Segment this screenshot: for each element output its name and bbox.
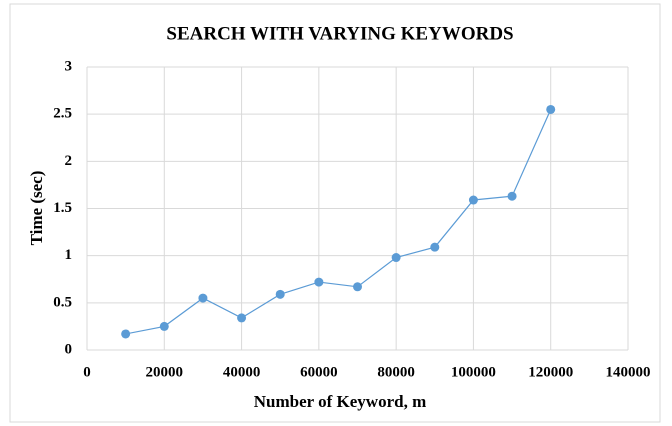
- y-tick-label: 1.5: [53, 200, 72, 216]
- point: [275, 289, 285, 299]
- x-tick-label: 60000: [300, 364, 338, 380]
- point: [198, 293, 208, 303]
- x-tick-label: 40000: [223, 364, 261, 380]
- x-tick-label: 80000: [377, 364, 415, 380]
- point: [121, 329, 131, 339]
- point: [430, 242, 440, 252]
- point: [546, 104, 556, 114]
- point: [391, 253, 401, 263]
- x-tick-label: 20000: [146, 364, 184, 380]
- x-tick-label: 100000: [451, 364, 496, 380]
- y-tick-label: 3: [65, 58, 73, 74]
- point: [237, 313, 247, 323]
- chart-border: [9, 3, 661, 423]
- point: [468, 195, 478, 205]
- x-tick-label: 0: [83, 364, 91, 380]
- x-tick-label: 140000: [606, 364, 651, 380]
- y-tick-label: 2: [65, 153, 73, 169]
- y-tick-label: 0: [65, 341, 73, 357]
- x-axis-label: Number of Keyword, m: [254, 392, 427, 411]
- point: [353, 282, 362, 292]
- point: [314, 277, 324, 287]
- y-tick-label: 1: [65, 247, 73, 263]
- y-tick-label: 2.5: [53, 106, 72, 122]
- point: [159, 321, 169, 331]
- line: [125, 109, 552, 335]
- y-tick-label: 0.5: [53, 294, 72, 310]
- y-axis-label: Time (sec): [27, 171, 46, 246]
- x-tick-label: 120000: [528, 364, 573, 380]
- chart-title: SEARCH WITH VARYING KEYWORDS: [166, 23, 513, 44]
- point: [507, 191, 517, 201]
